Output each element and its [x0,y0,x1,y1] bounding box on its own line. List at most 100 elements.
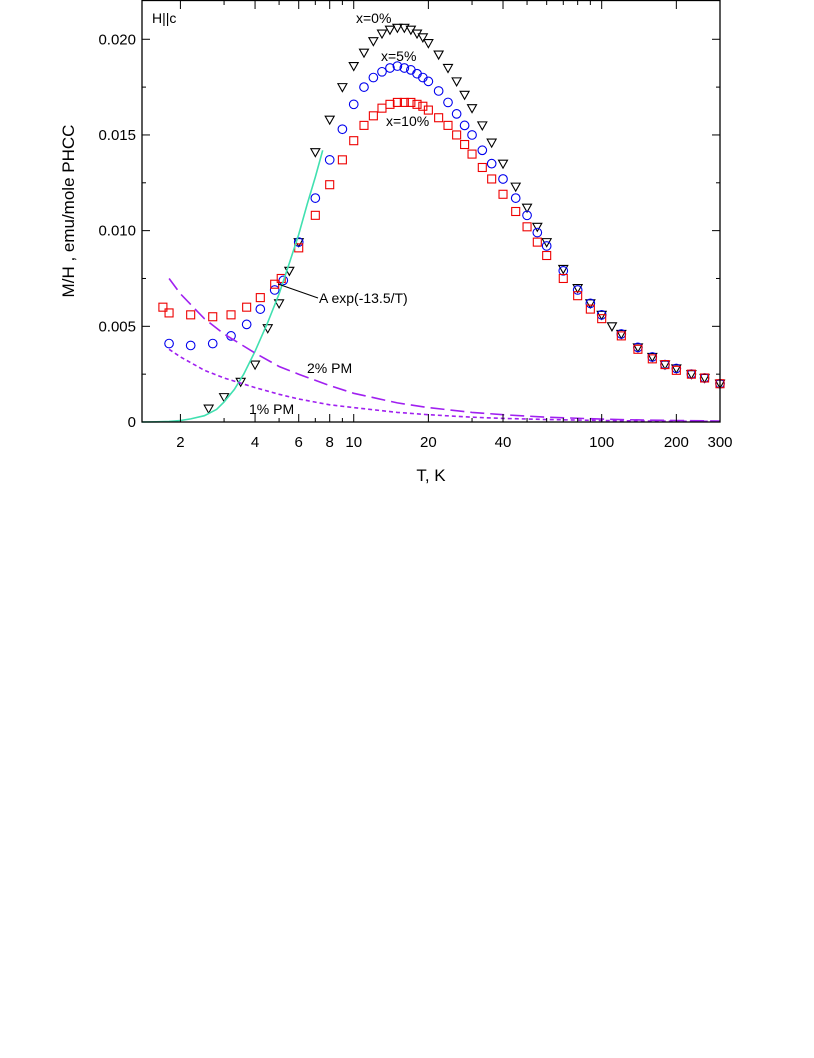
data-point [511,206,521,217]
y-axis-title: M/H , emu/mole PHCC [59,125,78,298]
data-point [226,310,236,320]
label-layer: H||c T, K M/H , emu/mole PHCC x=0% x=5% … [59,10,446,485]
data-point [522,222,532,232]
data-point [451,109,462,119]
data-point [336,83,348,93]
x-tick-label: 8 [326,434,334,451]
data-point [367,37,379,47]
data-point [164,338,174,349]
data-point [660,360,670,370]
data-point [434,113,444,123]
data-point [186,310,196,320]
data-point [670,364,682,375]
data-point [467,149,477,159]
x-tick-label: 100 [589,434,614,451]
data-point [255,304,266,314]
series-layer [158,23,726,415]
data-point [442,63,454,74]
data-point [368,72,379,83]
data-point [532,227,543,238]
y-tick-label: 0.020 [98,31,136,48]
data-point [377,66,387,77]
x-tick-label: 300 [707,434,732,451]
x-tick-label: 4 [251,434,259,451]
data-point [349,136,359,146]
data-point [324,115,336,126]
fit-label-leader [277,283,319,299]
data-point [557,264,569,275]
data-point [487,174,497,184]
data-point [466,104,478,114]
data-point [646,352,658,363]
data-point [207,338,218,349]
data-point [572,285,583,295]
data-point [412,99,422,109]
data-point [498,189,508,199]
data-point [348,99,359,110]
data-point [368,111,378,121]
data-point [158,302,168,312]
data-point [467,130,477,140]
x-tick-label: 10 [345,434,362,451]
x-axis-title: T, K [416,466,446,485]
series-label-x0: x=0% [356,10,391,26]
curve-layer [141,150,721,423]
data-point [521,203,533,214]
data-point [542,250,552,261]
data-point [185,340,196,351]
data-point [616,331,626,341]
data-point [585,304,595,314]
data-point [585,298,596,309]
data-point [459,90,471,101]
data-point [532,237,542,247]
x-tick-label: 6 [295,434,303,451]
data-point [531,222,543,233]
data-point [451,77,463,87]
data-point [399,63,410,73]
y-tick-label: 0.015 [98,127,136,144]
data-point [596,310,608,321]
data-point [399,97,409,107]
data-point [423,76,434,87]
data-point [510,182,522,193]
data-point [208,312,218,322]
x-tick-label: 40 [495,434,512,451]
data-point [249,360,261,371]
data-point [615,329,627,340]
data-point [359,82,369,92]
data-point [241,319,252,330]
data-point [558,273,568,284]
x-tick-label: 2 [176,434,184,451]
data-point [477,145,488,156]
data-point [572,283,584,294]
data-point [385,99,395,109]
data-point [398,23,410,34]
data-point [497,159,509,170]
data-point [348,62,360,72]
curve-2-pm [168,278,721,422]
data-point [242,302,252,312]
data-point [203,404,215,415]
tick-layer: 2 4 6 8 10 20 40 100 200 300 0 0.005 0.010 0.015 0.020 [98,1,733,451]
data-point [606,322,618,332]
data-point [406,97,416,107]
x-tick-label: 200 [664,434,689,451]
data-point [385,63,395,73]
pm1-curve-label: 1% PM [249,401,294,417]
data-point [377,103,387,113]
data-point [452,130,462,140]
data-point [433,86,444,96]
data-point [337,124,348,135]
data-point [309,148,321,158]
data-point [633,344,643,354]
data-point [632,343,644,353]
y-tick-label: 0.010 [98,223,136,240]
data-point [460,139,470,150]
data-point [376,29,388,40]
data-point [255,293,265,303]
data-point [276,273,286,284]
x-tick-label: 20 [420,434,437,451]
data-point [522,210,532,221]
data-point [310,210,320,220]
